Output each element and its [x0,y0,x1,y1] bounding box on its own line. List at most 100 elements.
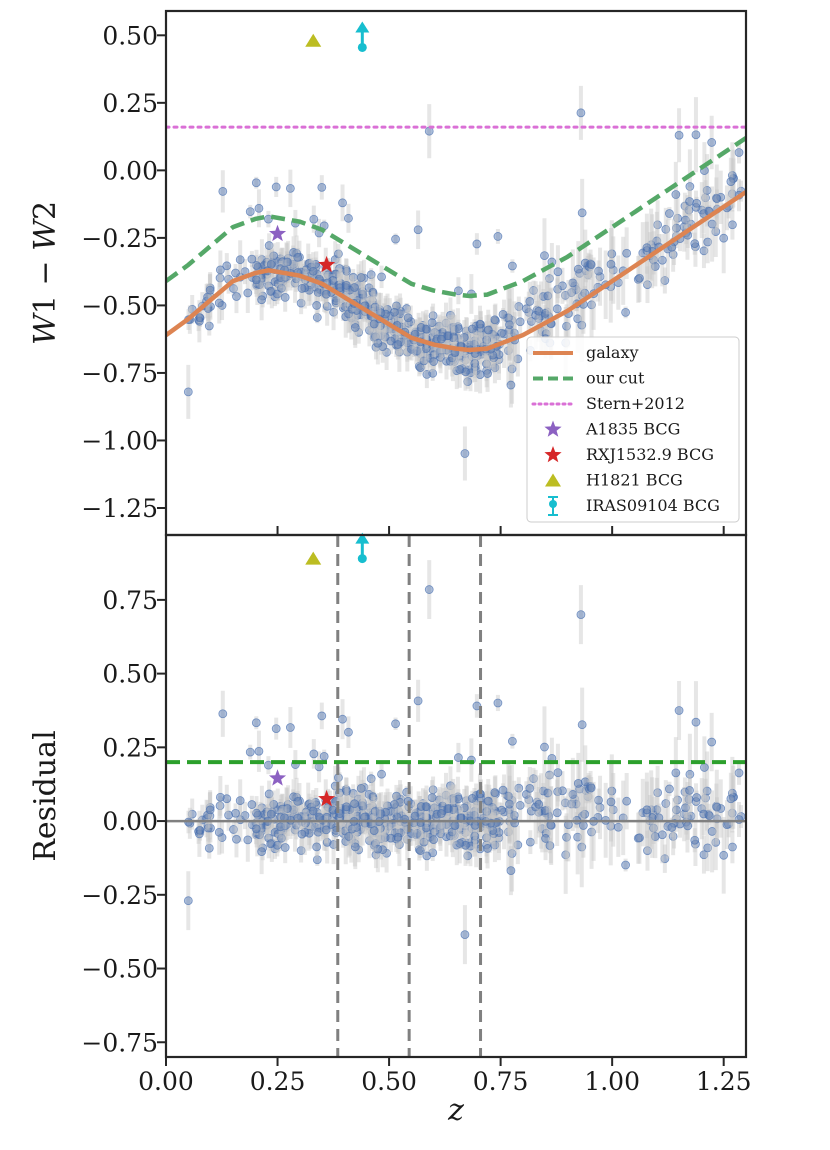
bottom-data-point [525,837,535,847]
top-data-point [534,314,544,323]
bottom-data-point [247,800,257,809]
top-data-point [606,259,616,269]
top-data-point [467,352,477,362]
top-data-point [494,350,504,360]
top-data-point [293,252,303,262]
bottom-data-point [543,788,553,798]
bottom-data-point [282,804,292,813]
ylabel-minus: − [28,251,63,295]
bottom-data-point [308,806,318,816]
top-marker-iras09104-bcg [355,21,370,52]
top-data-point [727,189,737,199]
bottom-data-point [344,832,354,841]
bottom-y-axis-label: Residual [28,730,63,861]
top-data-point [558,281,567,291]
bottom-data-point [354,845,364,855]
bottom-data-point [376,834,386,844]
top-data-point [331,296,341,306]
top-data-point [470,358,480,368]
top-data-point [443,331,453,341]
bottom-data-point [685,769,695,779]
top-data-point [552,304,562,314]
top-data-point [396,337,405,347]
top-data-point [429,350,439,360]
top-data-point [419,356,429,366]
bottom-data-point [506,866,516,876]
bottom-data-point [203,810,213,820]
bottom-data-point [622,796,632,806]
ylabel-w1-letter: W [28,312,63,345]
bottom-ytick-label: 0.75 [102,586,158,615]
bottom-data-point [685,786,694,795]
legend-swatch-a1835-bcg [544,420,562,437]
legend-swatch-h1821-bcg [545,473,561,487]
bottom-data-point [457,837,467,847]
top-data-point [376,331,386,340]
top-data-point [672,223,681,233]
top-data-point [245,207,255,217]
bottom-xtick-label: 0.75 [473,1067,529,1096]
top-data-point [685,182,695,191]
top-data-point [493,232,503,241]
bottom-data-point [650,832,660,841]
line-galaxy [166,190,746,353]
bottom-data-point [235,796,245,805]
bottom-data-point [573,832,583,842]
bottom-data-point [719,850,729,860]
bottom-data-point [653,788,663,798]
bottom-data-point [482,833,491,843]
bottom-data-point [319,751,329,761]
bottom-data-point [350,842,360,852]
top-data-point [329,307,338,317]
top-data-point [621,308,630,317]
top-y-axis-label: W1 − W2 [28,201,63,345]
bottom-data-point [661,799,671,808]
legend-swatch-rxj1532-9-bcg [544,446,562,463]
bottom-data-point [707,737,717,747]
bottom-data-point [310,822,320,832]
top-data-point [475,319,485,329]
top-data-point [243,288,253,298]
bottom-data-point [507,736,517,746]
bottom-data-point [699,809,709,819]
bottom-data-point [505,799,514,809]
top-data-point [407,344,416,354]
bottom-data-point [570,794,580,804]
bottom-data-point [218,709,228,719]
bottom-data-point [356,783,366,793]
top-ytick-label: −0.25 [81,224,158,253]
bottom-data-point [421,823,431,833]
top-data-point [335,283,345,293]
top-data-point [427,318,437,328]
top-data-point [505,325,515,335]
bottom-data-point [545,770,554,780]
bottom-marker-a1835-bcg [269,769,287,786]
top-data-point [195,313,205,323]
top-data-point [455,365,465,374]
bottom-data-point [692,793,702,802]
bottom-data-point [660,854,670,864]
bottom-data-point [697,804,707,814]
top-data-point [567,288,576,297]
bottom-data-point [424,585,434,594]
top-data-point [354,327,364,337]
top-data-point [269,251,279,261]
bottom-data-point [734,768,744,778]
bottom-data-point [513,840,523,850]
top-data-point [344,309,354,319]
line-our-cut [166,136,746,299]
top-data-point [503,346,513,355]
top-data-point [334,249,343,259]
top-data-point [386,336,396,346]
top-data-point [633,275,643,284]
top-data-point [538,292,548,301]
bottom-data-point [240,811,250,820]
bottom-data-point [525,783,535,793]
bottom-data-point [195,825,205,835]
bottom-data-point [378,845,388,855]
bottom-data-point [391,791,401,801]
bottom-data-point [668,831,678,841]
top-data-point [526,317,536,326]
top-data-point [505,320,514,330]
